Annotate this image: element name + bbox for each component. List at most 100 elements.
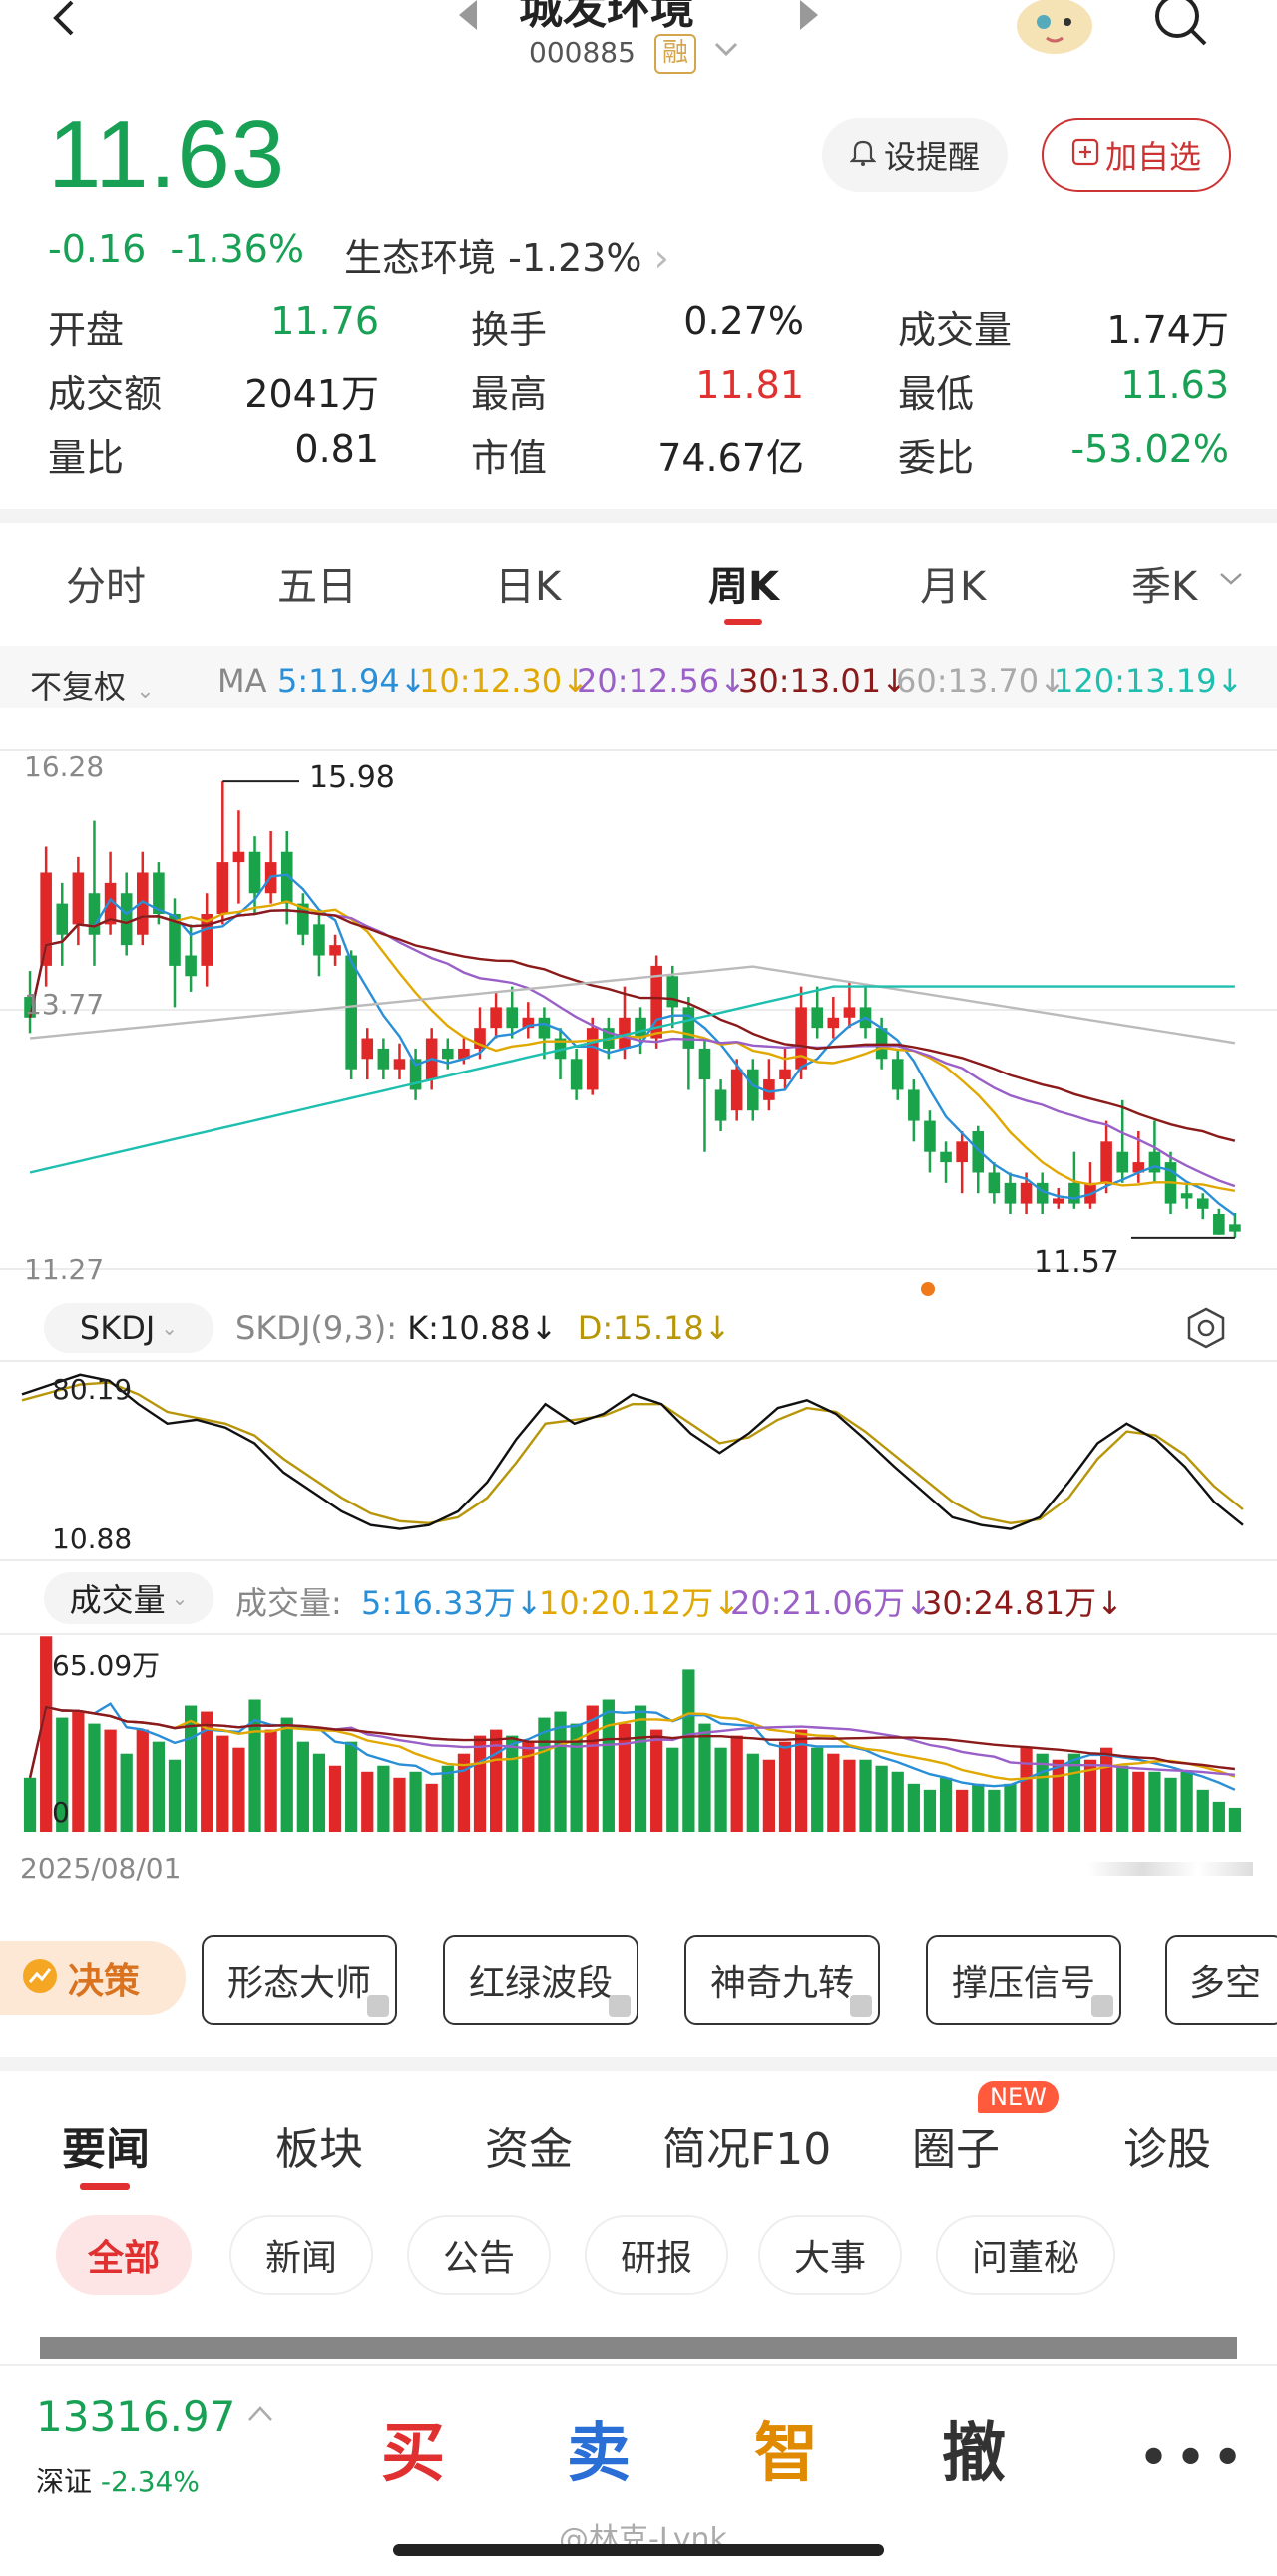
news-tab[interactable]: 要闻 bbox=[62, 2124, 150, 2175]
candle-body bbox=[1036, 1182, 1049, 1204]
ma10-line bbox=[28, 900, 1236, 1192]
volume-bar bbox=[1116, 1765, 1129, 1832]
kline-chart[interactable] bbox=[0, 738, 1277, 1297]
candle-body bbox=[153, 872, 165, 914]
decision-tool-button[interactable]: 红绿波段 bbox=[443, 1935, 638, 2025]
news-tab[interactable]: 圈子 bbox=[912, 2124, 1000, 2175]
volume-bar bbox=[682, 1669, 695, 1832]
candle-body bbox=[297, 903, 309, 935]
next-stock-icon[interactable] bbox=[798, 0, 820, 34]
low-marker-label: 11.57 bbox=[1034, 1245, 1119, 1280]
candle-body bbox=[1180, 1193, 1193, 1199]
add-favorite-button[interactable]: 加自选 bbox=[1042, 118, 1231, 192]
tab-5[interactable]: 季K bbox=[1131, 564, 1198, 610]
volume-bar bbox=[457, 1753, 471, 1832]
candle-body bbox=[1132, 1162, 1145, 1173]
decision-tool-button[interactable]: 撑压信号 bbox=[926, 1935, 1121, 2025]
candle-body bbox=[441, 1048, 454, 1060]
skdj-select[interactable]: SKDJ ⌄ bbox=[44, 1303, 213, 1353]
candle-body bbox=[313, 924, 325, 956]
index-value[interactable]: 13316.97 bbox=[36, 2392, 236, 2441]
news-tab[interactable]: 简况F10 bbox=[662, 2124, 832, 2175]
season-chevron-icon[interactable] bbox=[1219, 571, 1243, 590]
reminder-label: 设提醒 bbox=[883, 138, 980, 176]
candle-body bbox=[779, 1069, 791, 1080]
mascot-icon[interactable] bbox=[1014, 0, 1095, 56]
stat-value: 11.76 bbox=[270, 299, 379, 343]
ma5-line bbox=[28, 873, 1236, 1217]
chevron-right-icon: › bbox=[653, 236, 669, 280]
tab-1[interactable]: 五日 bbox=[277, 564, 357, 610]
news-tab[interactable]: 资金 bbox=[485, 2124, 573, 2175]
trade-action-button[interactable]: 撤 bbox=[942, 2417, 1006, 2491]
decision-tool-button[interactable]: 多空 bbox=[1165, 1935, 1277, 2025]
candle-body bbox=[345, 955, 357, 1070]
sector-percent: -1.23% bbox=[508, 236, 642, 280]
adjust-chevron-icon: ⌄ bbox=[136, 679, 155, 704]
filter-pill[interactable]: 新闻 bbox=[229, 2215, 373, 2295]
settings-icon[interactable] bbox=[1185, 1307, 1227, 1353]
volume-select[interactable]: 成交量 ⌄ bbox=[44, 1572, 213, 1624]
search-icon[interactable] bbox=[1153, 0, 1209, 54]
scroll-thumb[interactable] bbox=[1087, 1862, 1253, 1876]
volume-bar bbox=[312, 1753, 326, 1832]
stat-label: 委比 bbox=[898, 436, 975, 480]
filter-pill[interactable]: 问董秘 bbox=[936, 2215, 1115, 2295]
candle-body bbox=[1068, 1182, 1080, 1204]
news-tab[interactable]: 诊股 bbox=[1123, 2124, 1211, 2175]
volume-bar bbox=[216, 1735, 229, 1832]
filter-pill[interactable]: 全部 bbox=[56, 2215, 192, 2295]
tab-4[interactable]: 月K bbox=[920, 564, 987, 610]
index-percent: -2.34% bbox=[100, 2465, 200, 2498]
volume-bar bbox=[136, 1729, 149, 1832]
decision-tool-button[interactable]: 神奇九转 bbox=[684, 1935, 880, 2025]
tab-2[interactable]: 日K bbox=[495, 564, 562, 610]
prev-stock-icon[interactable] bbox=[457, 0, 479, 34]
volume-bar bbox=[1228, 1807, 1242, 1832]
skdj-axis-bottom: 10.88 bbox=[52, 1522, 133, 1555]
ma-label: MA bbox=[217, 662, 267, 700]
volume-ma-value: 10:20.12万↓ bbox=[539, 1584, 740, 1622]
trade-action-button[interactable]: 卖 bbox=[567, 2417, 631, 2491]
volume-bar bbox=[875, 1765, 888, 1832]
stat-label: 换手 bbox=[471, 308, 548, 352]
more-icon[interactable]: ••• bbox=[1137, 2426, 1249, 2491]
decision-tool-label: 多空 bbox=[1188, 1963, 1261, 2004]
volume-bar bbox=[602, 1699, 615, 1832]
decision-tool-button[interactable]: 形态大师 bbox=[202, 1935, 397, 2025]
candle-body bbox=[280, 851, 293, 904]
skdj-chart[interactable] bbox=[0, 1357, 1277, 1566]
trade-action-button[interactable]: 买 bbox=[381, 2417, 445, 2491]
candle-body bbox=[714, 1089, 727, 1121]
volume-bar bbox=[1004, 1783, 1017, 1832]
index-chevron-icon[interactable] bbox=[247, 2404, 273, 2426]
filter-pill[interactable]: 公告 bbox=[407, 2215, 551, 2295]
set-reminder-button[interactable]: 设提醒 bbox=[822, 118, 1008, 192]
ma-row-bg bbox=[0, 646, 1277, 708]
tab-3[interactable]: 周K bbox=[708, 564, 779, 610]
stat-value: 11.63 bbox=[1120, 363, 1229, 407]
candle-body bbox=[972, 1130, 985, 1173]
candle-body bbox=[88, 893, 101, 935]
sector-link[interactable]: 生态环境 -1.23% › bbox=[344, 227, 669, 282]
tab-0[interactable]: 分时 bbox=[66, 564, 146, 610]
filter-pill[interactable]: 大事 bbox=[758, 2215, 902, 2295]
news-tab[interactable]: 板块 bbox=[275, 2124, 363, 2175]
volume-bar bbox=[907, 1783, 920, 1832]
filter-pill[interactable]: 研报 bbox=[585, 2215, 728, 2295]
favorite-label: 加自选 bbox=[1104, 138, 1201, 176]
candle-body bbox=[490, 1007, 502, 1029]
ma30-line bbox=[28, 909, 1236, 1142]
decision-chip[interactable]: 决策 bbox=[0, 1941, 186, 2015]
trade-action-button[interactable]: 智 bbox=[754, 2417, 818, 2491]
volume-bar bbox=[730, 1735, 743, 1832]
volume-bar bbox=[377, 1765, 390, 1832]
adjust-mode-select[interactable]: 不复权 ⌄ bbox=[30, 662, 155, 708]
ma60-line bbox=[29, 965, 1236, 1045]
back-icon[interactable] bbox=[44, 0, 84, 40]
chevron-down-icon[interactable] bbox=[714, 42, 738, 62]
volume-bar bbox=[762, 1759, 776, 1832]
volume-bar bbox=[1020, 1747, 1033, 1832]
vol-ma10-line bbox=[28, 1705, 1236, 1781]
volume-chart[interactable] bbox=[0, 1632, 1277, 1834]
